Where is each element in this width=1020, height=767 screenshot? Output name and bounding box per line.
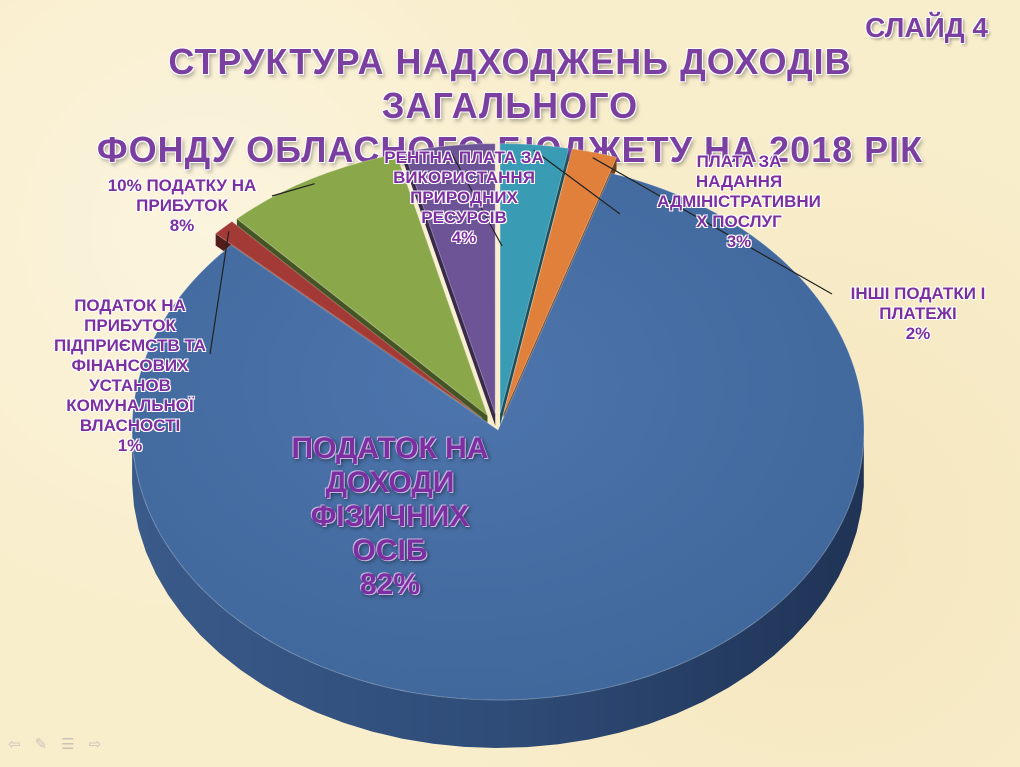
- arrow-left-icon[interactable]: ⇦: [8, 736, 21, 753]
- slice-label-line: ІНШІ ПОДАТКИ І: [850, 284, 986, 303]
- slice-value-label: 82%: [359, 568, 421, 601]
- slice-label-line: ОСІБ: [352, 534, 428, 567]
- pie-slice-wall-4: [500, 148, 569, 426]
- slice-label-line: Х ПОСЛУГ: [696, 212, 782, 231]
- arrow-right-icon[interactable]: ⇨: [88, 736, 102, 753]
- slice-label-enterprise-profit-tax: ПОДАТОК НА ПРИБУТОК ПІДПРИЄМСТВ ТА ФІНАН…: [40, 296, 220, 456]
- pie-slice-1: [214, 220, 483, 419]
- slice-label-rent: РЕНТНА ПЛАТА ЗА ВИКОРИСТАННЯ ПРИРОДНИХ Р…: [372, 148, 556, 248]
- slice-label-line: ПЛАТА ЗА: [696, 152, 782, 171]
- pen-icon[interactable]: ✎: [34, 736, 48, 753]
- slice-label-admin-services: ПЛАТА ЗА НАДАННЯ АДМІНІСТРАТИВНИ Х ПОСЛУ…: [644, 152, 834, 252]
- slice-label-line: ПРИБУТОК: [84, 316, 176, 335]
- slice-label-line: ДОХОДИ: [325, 466, 455, 499]
- slice-label-line: ФІНАНСОВИХ: [71, 356, 189, 375]
- slice-label-line: ПРИБУТОК: [136, 196, 228, 215]
- slice-value-label: 1%: [117, 436, 143, 455]
- pie-slice-side-0: [132, 435, 864, 748]
- slice-label-profit-tax-10: 10% ПОДАТКУ НА ПРИБУТОК 8%: [92, 176, 272, 236]
- slice-value-label: 8%: [169, 216, 195, 235]
- leader-line-2: [271, 183, 315, 197]
- leader-line-5: [592, 157, 833, 295]
- slice-label-line: УСТАНОВ: [89, 376, 171, 395]
- slice-label-line: ПРИРОДНИХ: [410, 188, 518, 207]
- leader-line-1: [209, 231, 230, 355]
- slice-label-line: РЕНТНА ПЛАТА ЗА: [384, 148, 544, 167]
- slice-label-line: ВЛАСНОСТІ: [79, 416, 181, 435]
- title-line-1: СТРУКТУРА НАДХОДЖЕНЬ ДОХОДІВ ЗАГАЛЬНОГО: [168, 41, 852, 126]
- menu-icon[interactable]: ☰: [61, 736, 75, 753]
- pie-slice-4: [499, 143, 570, 414]
- pie-slice-5: [503, 148, 618, 415]
- slice-label-line: РЕСУРСІВ: [421, 208, 507, 227]
- slice-label-line: ПОДАТОК НА: [74, 296, 186, 315]
- pie-slice-2: [236, 153, 489, 417]
- slice-value-label: 2%: [905, 324, 931, 343]
- slide-nav: ⇦ ✎ ☰ ⇨: [8, 735, 101, 753]
- slice-label-line: КОМУНАЛЬНОЇ: [66, 396, 194, 415]
- slice-label-line: ВИКОРИСТАННЯ: [393, 168, 535, 187]
- slice-label-line: ФІЗИЧНИХ: [310, 500, 470, 533]
- slice-value-label: 4%: [451, 228, 477, 247]
- page-title: СТРУКТУРА НАДХОДЖЕНЬ ДОХОДІВ ЗАГАЛЬНОГО …: [40, 40, 980, 172]
- slice-label-line: ПЛАТЕЖІ: [879, 304, 957, 323]
- slide-number: СЛАЙД 4: [865, 12, 988, 43]
- slice-label-income-tax: ПОДАТОК НА ДОХОДИ ФІЗИЧНИХ ОСІБ 82%: [270, 432, 510, 602]
- slice-label-line: АДМІНІСТРАТИВНИ: [657, 192, 821, 211]
- pie-slice-3: [403, 143, 496, 414]
- slice-label-other-taxes: ІНШІ ПОДАТКИ І ПЛАТЕЖІ 2%: [834, 284, 1002, 344]
- pie-slice-wall-3: [404, 152, 496, 426]
- pie-slice-0: [131, 172, 865, 701]
- slice-value-label: 3%: [726, 232, 752, 251]
- leader-line-3: [449, 150, 503, 247]
- leader-line-4: [533, 149, 621, 215]
- slice-label-line: ПОДАТОК НА: [291, 432, 489, 465]
- slice-label-line: 10% ПОДАТКУ НА: [107, 176, 257, 195]
- slice-label-line: ПІДПРИЄМСТВ ТА: [54, 336, 206, 355]
- slice-label-line: НАДАННЯ: [695, 172, 783, 191]
